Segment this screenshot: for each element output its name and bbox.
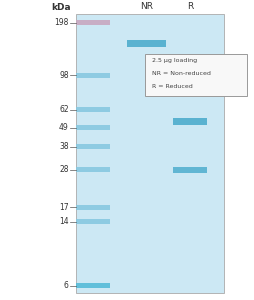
Bar (76, 14, 224, 292)
Text: 2.5 μg loading: 2.5 μg loading (151, 58, 196, 63)
Bar (76, 167, 109, 172)
Bar (76, 144, 109, 149)
Bar (76, 125, 109, 130)
Bar (76, 107, 109, 112)
Bar (173, 167, 206, 173)
Text: 6: 6 (64, 281, 69, 290)
Bar (145, 54, 246, 96)
Bar (76, 205, 109, 210)
Text: 98: 98 (59, 71, 69, 80)
Text: R: R (186, 2, 192, 11)
Text: 17: 17 (59, 203, 69, 212)
Bar (126, 40, 166, 47)
Text: 62: 62 (59, 105, 69, 114)
Bar (173, 118, 206, 125)
Text: 49: 49 (59, 123, 69, 132)
Bar (76, 73, 109, 78)
Text: 198: 198 (54, 18, 69, 27)
Bar (76, 283, 109, 288)
Bar (76, 219, 109, 224)
Text: kDa: kDa (51, 3, 71, 12)
Text: NR = Non-reduced: NR = Non-reduced (151, 71, 210, 76)
Bar (76, 20, 109, 25)
Text: 14: 14 (59, 217, 69, 226)
Text: R = Reduced: R = Reduced (151, 84, 192, 88)
Text: NR: NR (140, 2, 152, 11)
Text: 28: 28 (59, 165, 69, 174)
Text: 38: 38 (59, 142, 69, 151)
